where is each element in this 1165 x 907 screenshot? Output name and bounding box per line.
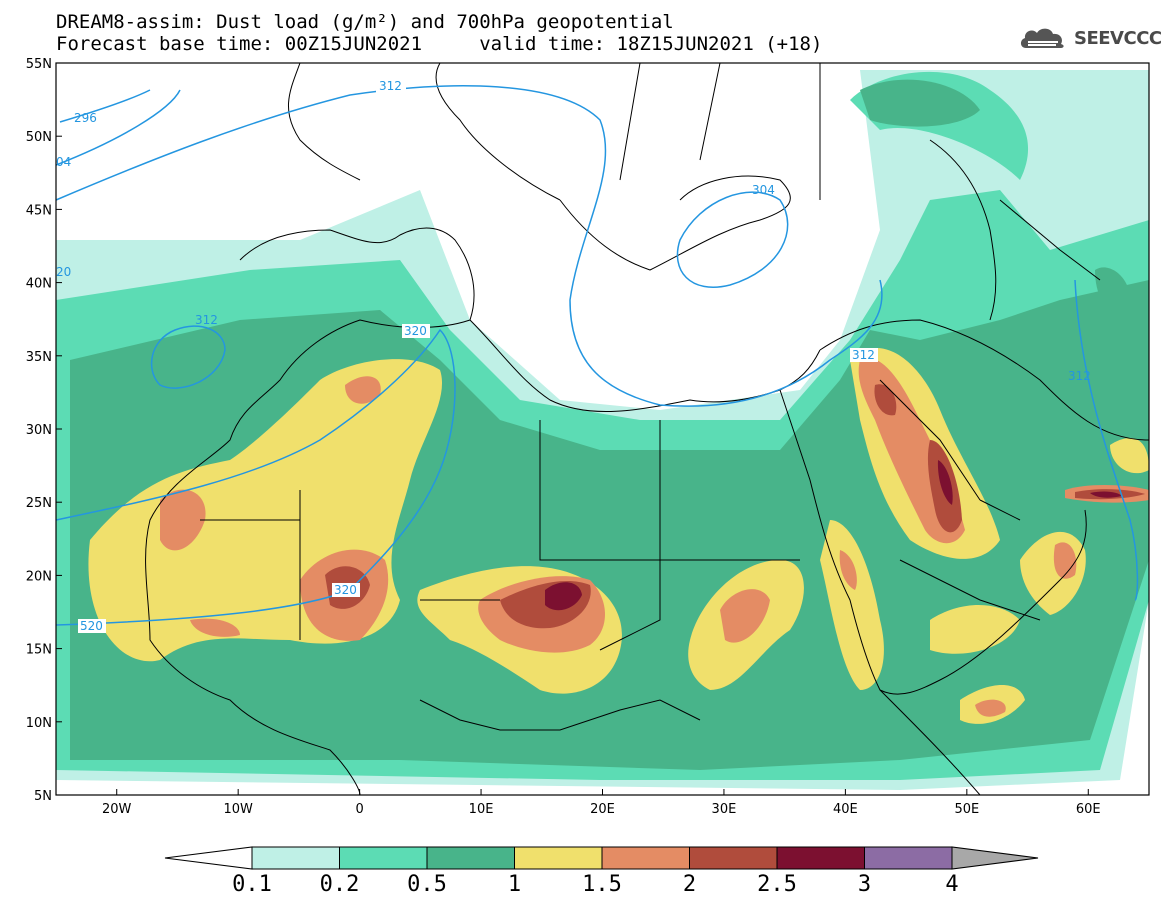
- colorbar-swatch: [426, 846, 515, 870]
- axis-ticks: 20W 10W 0 10E 20E 30E 40E 50E 60E 5N 10N 15N 20N 25N 3…: [26, 57, 1101, 817]
- lon-tick-label: 30E: [712, 802, 737, 817]
- contour-labels: 296 04 312 20 312 320 320 520 304 312 31…: [56, 78, 1091, 633]
- lat-tick-label: 45N: [26, 203, 52, 218]
- lat-tick-label: 40N: [26, 277, 52, 292]
- colorbar-swatch: [251, 846, 340, 870]
- contour-label: 312: [195, 313, 218, 327]
- lon-tick-label: 10W: [223, 802, 253, 817]
- contour-label: 312: [379, 79, 402, 93]
- colorbar-swatch: [864, 846, 953, 870]
- lat-tick-label: 35N: [26, 350, 52, 365]
- colorbar-level-label: 2: [682, 872, 697, 897]
- contour-label: 320: [334, 583, 357, 597]
- colorbar-level-label: 0.1: [232, 872, 272, 897]
- lon-tick-label: 40E: [833, 802, 858, 817]
- colorbar-level-label: 1.5: [582, 872, 622, 897]
- contour-label: 312: [1068, 369, 1091, 383]
- contour-label: 320: [404, 324, 427, 338]
- colorbar-level-label: 4: [945, 872, 959, 897]
- colorbar-swatch: [514, 846, 603, 870]
- lon-tick-label: 20W: [102, 802, 132, 817]
- contour-label: 296: [74, 111, 97, 125]
- lat-tick-label: 5N: [34, 789, 52, 804]
- colorbar: [164, 846, 1039, 870]
- lon-tick-label: 20E: [590, 802, 615, 817]
- contour-label: 04: [56, 155, 71, 169]
- forecast-times: Forecast base time: 00Z15JUN2021 valid t…: [56, 33, 823, 55]
- contour-label: 312: [852, 348, 875, 362]
- lat-tick-label: 30N: [26, 423, 52, 438]
- logo-text: SEEVCCC: [1074, 27, 1162, 49]
- colorbar-swatch: [601, 846, 690, 870]
- colorbar-swatch: [339, 846, 428, 870]
- lat-tick-label: 15N: [26, 643, 52, 658]
- colorbar-level-label: 2.5: [757, 872, 797, 897]
- cloud-icon: [1020, 28, 1064, 48]
- lat-tick-label: 50N: [26, 130, 52, 145]
- contour-label: 304: [752, 183, 775, 197]
- contour-label: 20: [56, 265, 71, 279]
- colorbar-swatch: [689, 846, 778, 870]
- dust-field: [56, 63, 1149, 795]
- colorbar-level-label: 1: [507, 872, 522, 897]
- colorbar-level-label: 3: [857, 872, 872, 897]
- colorbar-swatch: [776, 846, 865, 870]
- geopotential-contours: [56, 85, 1139, 626]
- lat-tick-label: 10N: [26, 716, 52, 731]
- colorbar-min-arrow: [164, 846, 253, 870]
- lon-tick-label: 10E: [469, 802, 494, 817]
- lat-tick-label: 20N: [26, 569, 52, 584]
- lat-tick-label: 55N: [26, 57, 52, 72]
- lon-tick-label: 0: [355, 802, 363, 817]
- seevccc-logo: SEEVCCC: [1018, 24, 1162, 52]
- chart-title: DREAM8-assim: Dust load (g/m²) and 700hP…: [56, 11, 674, 33]
- contour-label: 520: [80, 619, 103, 633]
- lon-tick-label: 50E: [954, 802, 979, 817]
- colorbar-level-label: 0.2: [319, 872, 360, 897]
- coastlines: [145, 63, 1149, 795]
- colorbar-level-label: 0.5: [407, 872, 447, 897]
- lon-tick-label: 60E: [1076, 802, 1101, 817]
- colorbar-max-arrow: [951, 846, 1039, 870]
- lat-tick-label: 25N: [26, 496, 52, 511]
